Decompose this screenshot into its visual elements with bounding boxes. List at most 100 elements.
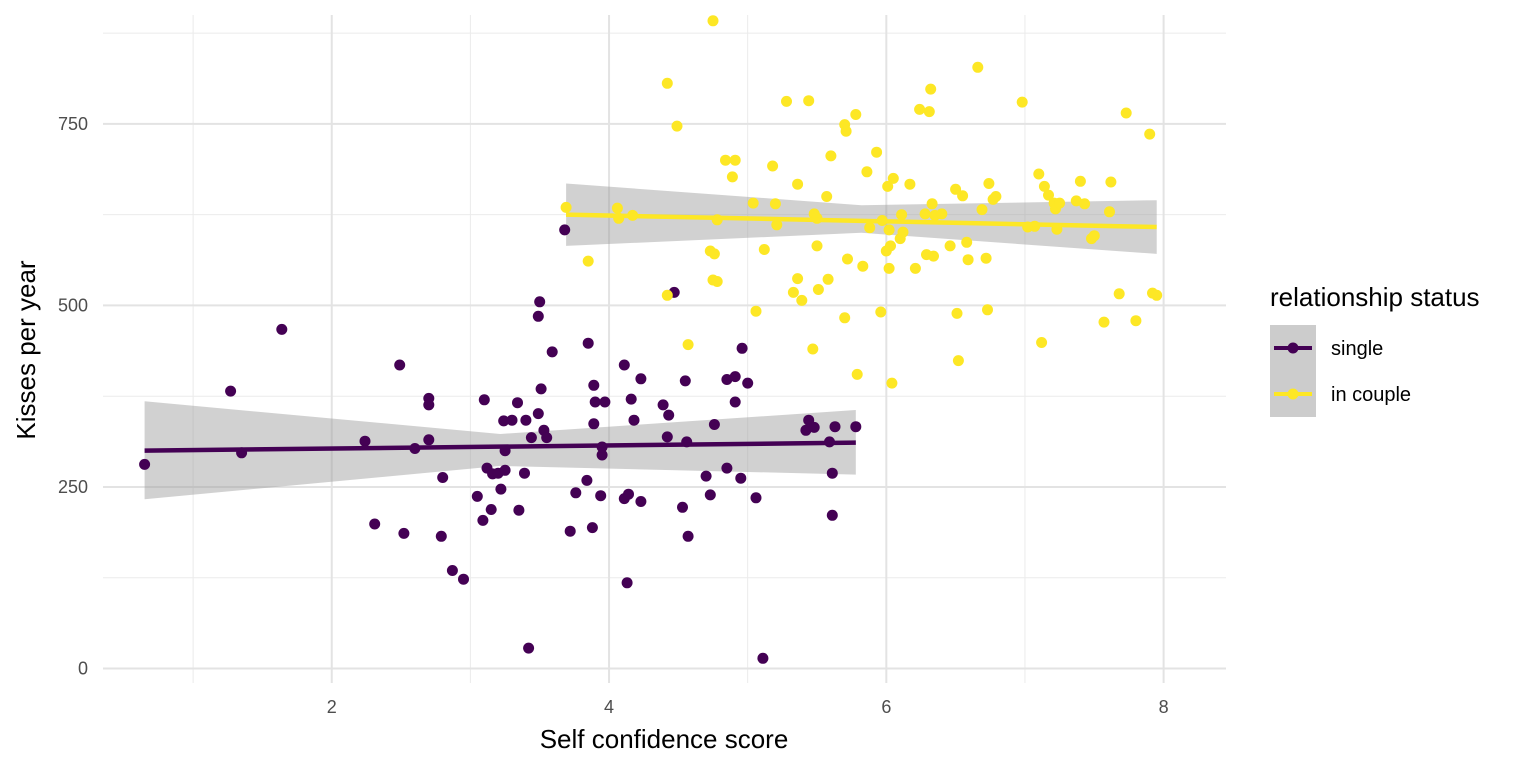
- data-point-in-couple: [842, 253, 853, 265]
- data-point-single: [808, 421, 820, 433]
- fit-line-in-couple: [566, 212, 1157, 230]
- data-point-single: [394, 359, 406, 371]
- data-point-single: [657, 399, 669, 411]
- data-point-in-couple: [711, 276, 723, 287]
- data-point-single: [559, 224, 571, 236]
- data-point-single: [532, 310, 544, 322]
- data-point-in-couple: [792, 273, 804, 285]
- legend: relationship status single in couple: [1270, 282, 1480, 417]
- data-point-in-couple: [682, 339, 694, 351]
- data-point-single: [595, 490, 607, 502]
- data-point-in-couple: [1036, 337, 1048, 348]
- data-point-in-couple: [729, 154, 741, 166]
- y-tick-label: 250: [58, 477, 88, 497]
- data-point-in-couple: [1104, 206, 1115, 218]
- legend-entries: single in couple: [1270, 325, 1411, 417]
- data-point-in-couple: [950, 183, 962, 195]
- data-point-in-couple: [1130, 315, 1142, 327]
- data-point-single: [682, 530, 694, 542]
- data-point-single: [581, 474, 593, 486]
- confidence-bands: [144, 183, 1157, 500]
- data-point-in-couple: [962, 254, 974, 266]
- data-point-single: [525, 432, 537, 444]
- data-point-single: [398, 527, 410, 539]
- data-point-in-couple: [771, 219, 783, 231]
- data-point-single: [663, 409, 675, 421]
- data-point-in-couple: [792, 178, 804, 190]
- data-point-in-couple: [871, 146, 883, 158]
- data-point-single: [735, 472, 747, 484]
- data-point-in-couple: [904, 178, 916, 190]
- data-point-in-couple: [951, 307, 963, 319]
- data-point-single: [359, 435, 371, 447]
- data-point-single: [736, 342, 748, 354]
- data-point-single: [850, 421, 862, 433]
- x-tick-label: 8: [1159, 697, 1169, 717]
- y-tick-label: 750: [58, 114, 88, 134]
- data-point-in-couple: [857, 260, 869, 272]
- data-point-in-couple: [796, 294, 808, 306]
- data-point-in-couple: [767, 160, 779, 172]
- data-point-single: [623, 488, 634, 500]
- data-point-single: [512, 397, 523, 409]
- data-point-in-couple: [882, 180, 894, 192]
- data-point-in-couple: [803, 95, 815, 107]
- data-point-single: [618, 359, 630, 371]
- legend-key-point: [1287, 342, 1299, 354]
- data-point-in-couple: [839, 312, 851, 324]
- legend-label: in couple: [1331, 384, 1411, 406]
- data-point-single: [435, 530, 447, 542]
- data-point-in-couple: [720, 154, 731, 166]
- x-axis-title: Self confidence score: [540, 724, 789, 754]
- data-point-in-couple: [980, 252, 992, 264]
- data-point-in-couple: [961, 236, 973, 248]
- y-axis-tick-labels: 0 250 500 750: [58, 114, 88, 679]
- data-point-in-couple: [1105, 176, 1117, 188]
- data-point-in-couple: [909, 262, 921, 274]
- data-point-single: [423, 434, 435, 446]
- data-point-single: [826, 467, 838, 479]
- data-point-in-couple: [864, 222, 876, 234]
- data-point-single: [729, 371, 741, 383]
- data-point-in-couple: [944, 240, 956, 252]
- data-point-in-couple: [1070, 195, 1082, 207]
- legend-label: single: [1331, 338, 1383, 360]
- y-axis-title: Kisses per year: [11, 260, 41, 440]
- data-point-in-couple: [707, 15, 719, 27]
- data-point-in-couple: [807, 343, 819, 355]
- minor-gridlines: [103, 15, 1226, 683]
- data-point-in-couple: [1038, 180, 1050, 192]
- data-point-single: [534, 296, 546, 308]
- data-point-in-couple: [758, 244, 770, 255]
- data-point-single: [635, 496, 647, 507]
- data-point-single: [599, 396, 611, 408]
- data-point-in-couple: [919, 208, 931, 220]
- data-point-single: [588, 418, 600, 430]
- data-point-single: [495, 483, 507, 495]
- data-point-in-couple: [811, 240, 823, 252]
- data-point-in-couple: [747, 197, 759, 209]
- x-tick-label: 6: [881, 697, 891, 717]
- data-point-single: [225, 385, 237, 397]
- data-point-single: [499, 464, 511, 476]
- x-tick-label: 2: [327, 697, 337, 717]
- x-tick-label: 4: [604, 697, 614, 717]
- data-point-single: [523, 642, 535, 654]
- data-point-in-couple: [990, 191, 1002, 202]
- data-point-in-couple: [926, 198, 938, 210]
- data-point-single: [635, 373, 647, 385]
- data-point-single: [677, 501, 688, 513]
- data-point-in-couple: [661, 289, 673, 301]
- data-point-in-couple: [1043, 189, 1054, 201]
- data-point-in-couple: [1088, 230, 1100, 242]
- fit-line-single: [144, 440, 856, 453]
- data-point-in-couple: [582, 255, 594, 267]
- data-point-single: [498, 415, 510, 427]
- data-point-single: [478, 394, 490, 406]
- data-point-single: [700, 470, 712, 482]
- data-point-single: [437, 472, 449, 483]
- data-point-single: [477, 514, 489, 526]
- data-point-single: [586, 522, 598, 534]
- data-point-single: [582, 337, 594, 349]
